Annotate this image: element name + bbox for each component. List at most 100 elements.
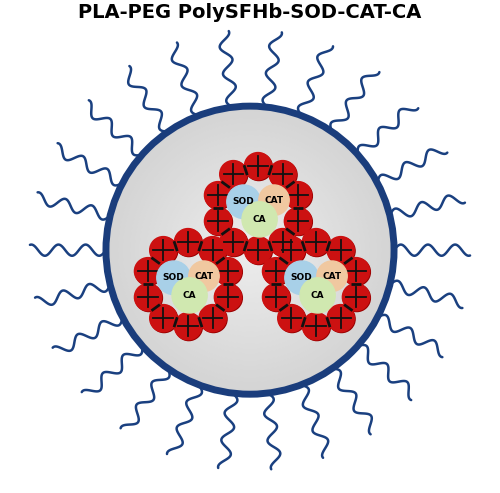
Circle shape [228, 229, 272, 272]
Circle shape [240, 241, 260, 260]
Circle shape [175, 229, 203, 256]
Circle shape [166, 166, 334, 334]
Circle shape [248, 248, 252, 252]
Text: CA: CA [183, 291, 196, 300]
Circle shape [220, 229, 248, 256]
Circle shape [242, 202, 277, 237]
Circle shape [142, 142, 358, 358]
Circle shape [132, 133, 368, 368]
Circle shape [190, 190, 310, 310]
Circle shape [200, 238, 227, 265]
Circle shape [214, 283, 242, 311]
Text: SOD: SOD [290, 273, 312, 282]
Circle shape [233, 233, 267, 267]
Circle shape [154, 154, 346, 346]
Circle shape [113, 113, 387, 387]
Circle shape [168, 169, 332, 332]
Circle shape [135, 135, 365, 365]
Title: PLA-PEG PolySFHb-SOD-CAT-CA: PLA-PEG PolySFHb-SOD-CAT-CA [78, 3, 422, 22]
Circle shape [150, 237, 177, 264]
Circle shape [130, 130, 370, 370]
Circle shape [204, 181, 232, 209]
Circle shape [342, 257, 369, 285]
Circle shape [178, 178, 322, 322]
Circle shape [226, 226, 274, 274]
Circle shape [220, 161, 248, 188]
Circle shape [150, 305, 177, 332]
Circle shape [161, 161, 339, 339]
Circle shape [214, 214, 286, 286]
Circle shape [285, 261, 318, 295]
Circle shape [205, 209, 233, 236]
Text: CAT: CAT [322, 272, 342, 281]
Text: SOD: SOD [162, 273, 184, 282]
Circle shape [220, 229, 247, 256]
Circle shape [236, 236, 264, 265]
Circle shape [231, 231, 269, 269]
Circle shape [245, 246, 255, 255]
Circle shape [215, 284, 242, 312]
Circle shape [189, 261, 219, 291]
Circle shape [140, 140, 360, 360]
Circle shape [278, 237, 305, 264]
Circle shape [269, 161, 296, 188]
Circle shape [149, 149, 351, 351]
Circle shape [264, 284, 290, 312]
Circle shape [183, 183, 317, 317]
Circle shape [150, 238, 178, 265]
Circle shape [328, 305, 355, 333]
Circle shape [116, 116, 384, 385]
Circle shape [125, 125, 375, 375]
Circle shape [174, 313, 202, 340]
Circle shape [215, 258, 242, 285]
Circle shape [285, 182, 312, 210]
Circle shape [200, 305, 227, 333]
Circle shape [328, 238, 355, 265]
Circle shape [172, 278, 207, 313]
Circle shape [303, 229, 330, 256]
Circle shape [259, 185, 289, 215]
Circle shape [278, 305, 305, 333]
Circle shape [175, 314, 203, 341]
Circle shape [205, 182, 233, 210]
Circle shape [262, 283, 289, 311]
Circle shape [327, 305, 354, 332]
Circle shape [135, 284, 162, 312]
Circle shape [120, 120, 380, 380]
Text: CA: CA [253, 215, 266, 224]
Text: CAT: CAT [264, 196, 283, 205]
Circle shape [224, 224, 276, 277]
Circle shape [327, 237, 354, 264]
Circle shape [118, 118, 382, 382]
Circle shape [284, 208, 312, 235]
Circle shape [180, 180, 320, 320]
Circle shape [285, 209, 312, 236]
Circle shape [188, 188, 312, 313]
Circle shape [317, 261, 347, 291]
Circle shape [202, 202, 298, 298]
Circle shape [157, 261, 190, 295]
Circle shape [144, 144, 356, 356]
Circle shape [204, 208, 232, 235]
Circle shape [204, 205, 296, 296]
Circle shape [303, 314, 330, 341]
Circle shape [244, 152, 272, 180]
Circle shape [171, 171, 329, 329]
Circle shape [137, 138, 363, 363]
Circle shape [214, 257, 242, 285]
Circle shape [111, 111, 389, 389]
Circle shape [159, 159, 341, 341]
Circle shape [185, 185, 315, 315]
Circle shape [197, 197, 303, 303]
Circle shape [199, 305, 226, 332]
Circle shape [302, 229, 330, 256]
Circle shape [150, 305, 178, 333]
Text: SOD: SOD [232, 197, 254, 206]
Circle shape [219, 219, 281, 282]
Circle shape [284, 181, 312, 209]
Circle shape [134, 283, 162, 311]
Circle shape [173, 174, 327, 327]
Circle shape [245, 153, 272, 180]
Circle shape [278, 305, 305, 332]
Circle shape [128, 128, 372, 373]
